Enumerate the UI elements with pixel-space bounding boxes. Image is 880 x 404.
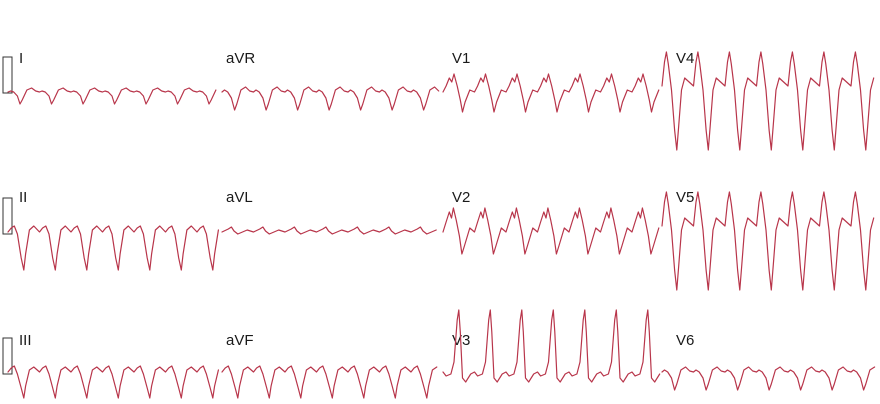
- lead-label-V2: V2: [452, 189, 470, 206]
- trace-V1: [442, 73, 660, 113]
- trace-aVR: [221, 86, 440, 111]
- trace-V4: [661, 51, 875, 151]
- lead-label-aVL: aVL: [226, 189, 253, 206]
- lead-label-aVR: aVR: [226, 50, 255, 67]
- lead-label-aVF: aVF: [226, 332, 254, 349]
- trace-II: [7, 225, 219, 271]
- trace-I: [7, 87, 217, 105]
- calibration-pulse-row-3: [2, 337, 13, 375]
- lead-label-V1: V1: [452, 50, 470, 67]
- trace-V5: [661, 191, 875, 291]
- calibration-pulse-row-2: [2, 197, 13, 235]
- lead-label-I: I: [19, 50, 23, 67]
- lead-label-V4: V4: [676, 50, 694, 67]
- trace-V3: [442, 309, 661, 383]
- calibration-pulse-row-1: [2, 56, 13, 94]
- trace-III: [7, 365, 219, 399]
- trace-V2: [442, 207, 660, 255]
- trace-V6: [661, 366, 876, 391]
- lead-label-II: II: [19, 189, 27, 206]
- trace-aVF: [221, 365, 438, 399]
- lead-label-III: III: [19, 332, 32, 349]
- lead-label-V6: V6: [676, 332, 694, 349]
- lead-label-V5: V5: [676, 189, 694, 206]
- trace-aVL: [221, 226, 437, 235]
